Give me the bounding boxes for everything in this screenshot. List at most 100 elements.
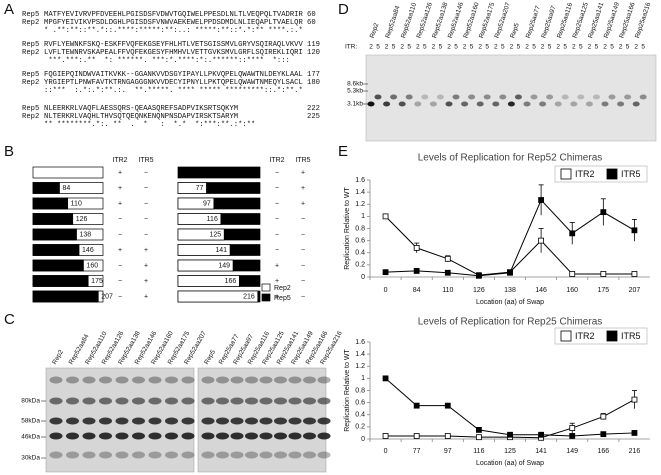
blot-band: [274, 451, 287, 459]
column-header: ITR2: [112, 157, 127, 164]
itr5-result: +: [301, 169, 305, 176]
y-tick-label: 1.6: [355, 177, 365, 184]
legend-label: Rep2: [274, 285, 291, 292]
swap-segment: [177, 228, 225, 241]
swap-label: 160: [86, 262, 98, 269]
legend-swatch: [261, 293, 271, 302]
itr5-result: +: [301, 185, 305, 192]
blot-band: [436, 94, 444, 100]
blot-band: [483, 94, 491, 100]
swap-segment: [177, 197, 215, 210]
blot-band: [201, 376, 215, 384]
consensus: ** ********.*:. ** . * : *.* *:***:**.:*…: [44, 121, 255, 129]
legend-swatch: [606, 330, 618, 342]
blot-band: [99, 417, 112, 425]
blot-band: [181, 376, 195, 384]
blot-band: [259, 397, 273, 405]
y-tick-label: 0.6: [355, 399, 365, 406]
itr-value: 5: [439, 44, 443, 51]
blot-band: [585, 101, 593, 107]
blot-band: [148, 417, 162, 425]
x-tick-label: 141: [535, 448, 547, 455]
x-tick-label: 207: [629, 287, 641, 294]
blot-band: [390, 94, 398, 100]
blot-band: [230, 432, 244, 440]
swap-label: 138: [80, 231, 92, 238]
blot-band: [230, 451, 244, 459]
blot-band: [414, 101, 422, 107]
itr-value: 2: [369, 44, 373, 51]
blot-band: [216, 376, 229, 384]
itr-value: 5: [595, 44, 599, 51]
swap-label: 116: [207, 216, 218, 223]
y-tick-label: 0.4: [355, 412, 365, 419]
blot-band: [115, 376, 129, 384]
data-point: [444, 255, 451, 262]
blot-band: [288, 432, 302, 440]
data-point: [444, 402, 451, 409]
blot-band: [317, 432, 331, 440]
itr2-result: −: [275, 169, 279, 176]
blot-band: [303, 397, 316, 405]
blot-band: [82, 417, 96, 425]
blot-band: [367, 101, 375, 107]
blot-band: [49, 397, 63, 405]
swap-label: 125: [209, 231, 221, 238]
consensus: ***.***:.** *: ******. ***:*.****:*:.***…: [44, 57, 298, 65]
itr-value: 5: [454, 44, 458, 51]
blot-band: [66, 376, 79, 384]
blot-band: [66, 397, 79, 405]
itr-value: 2: [634, 44, 638, 51]
legend-label: ITR5: [621, 169, 641, 179]
lane-label: Rep5: [509, 22, 521, 39]
data-point: [507, 269, 513, 276]
blot-band: [245, 432, 258, 440]
itr5-result: −: [144, 169, 148, 176]
x-tick-label: 126: [473, 287, 485, 294]
blot-band: [245, 376, 258, 384]
legend-label: ITR5: [621, 331, 641, 341]
itr-value: 5: [610, 44, 614, 51]
seq-name: Rep2: [22, 113, 39, 121]
blot-band: [181, 397, 195, 405]
blot-band: [523, 101, 531, 107]
legend-box: [554, 327, 648, 345]
swap-label: 126: [76, 216, 88, 223]
blot-band: [530, 94, 538, 100]
data-point: [444, 433, 451, 439]
data-point: [382, 269, 389, 276]
blot-band: [383, 101, 391, 107]
blot-band: [216, 432, 229, 440]
blot-band: [445, 101, 453, 107]
blot-band: [148, 376, 162, 384]
x-tick-label: 110: [442, 287, 453, 294]
sequence: NLEERKRLVAQFLAESSQRS-QEAASQREFSADPVIKSRT…: [44, 105, 238, 113]
itr2-result: −: [275, 200, 279, 207]
blot-band: [49, 376, 63, 384]
blot-band: [317, 451, 331, 459]
marker-label: 3.1kb: [347, 101, 363, 108]
swap-segment: [177, 213, 222, 225]
itr2-result: −: [275, 185, 279, 192]
blot-band: [317, 417, 331, 425]
swap-segment: [32, 197, 69, 210]
y-tick-label: 0: [361, 436, 365, 443]
blot-band: [201, 417, 215, 425]
blot-band: [514, 94, 522, 100]
sequence: FQGIEPQINDWVAITKVKK--GGANKVVDSGYIPAYLLPK…: [44, 71, 303, 79]
swap-label: 141: [215, 247, 227, 254]
x-tick-label: 149: [566, 448, 578, 455]
itr5-result: +: [144, 247, 148, 254]
itr2-result: −: [118, 278, 122, 285]
y-tick-label: 0.2: [355, 262, 365, 269]
blot-band: [561, 94, 569, 100]
seq-name: Rep5: [22, 71, 39, 79]
data-point: [600, 413, 607, 420]
itr5-result: −: [144, 185, 148, 192]
swap-segment: [32, 259, 84, 272]
swap-segment: [32, 228, 77, 241]
blot-band: [148, 397, 162, 405]
itr-value: 5: [470, 44, 474, 51]
blot-band: [66, 451, 79, 459]
itr-value: 2: [525, 44, 529, 51]
